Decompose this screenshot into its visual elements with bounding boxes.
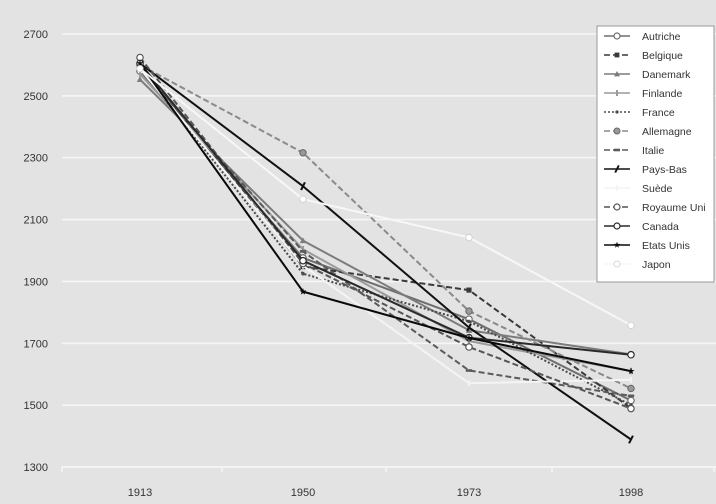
series-line [139,62,632,373]
legend-marker [613,260,621,268]
y-tick-label: 1700 [24,338,48,350]
y-tick-label: 2100 [24,215,48,227]
series-japon [136,65,635,329]
legend-marker [616,90,618,96]
legend-marker [614,71,620,77]
series-marker [301,271,305,276]
legend-label: Suède [642,183,673,195]
series-marker [465,343,473,351]
series-marker [299,288,307,295]
y-axis-ticks: 1300 1500 1700 1900 2100 2300 2500 2700 [24,29,48,474]
legend-item-royaume-uni: Royaume Uni [604,202,706,214]
series-marker [136,65,144,73]
series-marker [465,369,473,372]
series-marker [627,396,635,405]
series-marker [465,307,473,315]
series-marker [300,182,306,191]
series-marker [299,256,307,265]
legend-marker [616,185,618,191]
series-marker [299,237,307,244]
series-marker [465,334,473,341]
legend-label: France [642,107,675,119]
series-marker [302,246,304,253]
series-marker [467,319,471,324]
legend-label: Autriche [642,31,681,43]
series-marker [627,394,635,398]
legend-item-japon: Japon [604,259,671,271]
legend-label: Danemark [642,69,691,81]
series-marker [466,287,472,293]
legend-item-italie: Italie [604,145,664,157]
series-marker [466,323,472,332]
series-line [139,67,632,385]
series-marker [627,367,635,375]
y-tick-label: 1900 [24,276,48,288]
y-tick-label: 1300 [24,462,48,474]
legend-item-etats-unis: Etats Unis [604,240,690,252]
legend-label: Canada [642,221,679,233]
legend-label: Pays-Bas [642,164,687,176]
legend-item-belgique: Belgique [604,50,683,62]
legend-marker [613,222,621,230]
series-marker [630,376,632,383]
legend-box [596,25,715,283]
legend-label: Etats Unis [642,240,690,252]
legend-item-danemark: Danemark [604,69,691,81]
y-tick-label: 1500 [24,400,48,412]
series-marker [299,149,307,157]
x-tick-label: 1950 [291,487,315,499]
legend-marker [613,32,621,40]
legend-marker [613,127,621,135]
series-marker [136,59,144,67]
legend-item-france: France [604,107,675,119]
legend-marker [614,52,620,58]
series-line [139,64,632,390]
x-tick-label: 1998 [619,487,643,499]
legend-marker [614,148,620,152]
series-marker [627,321,635,329]
series-marker [627,384,635,393]
series-line [139,62,632,356]
legend-label: Belgique [642,50,683,62]
series-marker [628,435,634,444]
legend-marker [614,165,620,173]
legend-marker [613,203,621,211]
series-line [139,67,632,327]
series-marker [465,233,473,242]
x-tick-label: 1973 [457,487,481,499]
series-etats-unis [136,59,635,375]
series-marker [299,250,307,253]
series-marker [299,195,307,203]
legend: Autriche Belgique Danemark Finlande France Al… [596,25,715,283]
y-tick-label: 2700 [24,29,48,41]
legend-item-suede: Suède [604,183,673,195]
legend-marker [613,241,621,248]
series-lines [136,53,635,444]
legend-item-autriche: Autriche [604,31,681,43]
legend-item-finlande: Finlande [604,88,682,100]
series-line [139,67,632,406]
legend-marker [615,110,619,114]
legend-label: Royaume Uni [642,202,706,214]
legend-item-pays-bas: Pays-Bas [604,164,687,176]
y-tick-label: 2300 [24,153,48,165]
series-marker [627,350,635,359]
legend-item-allemagne: Allemagne [604,126,692,138]
y-tick-label: 2500 [24,91,48,103]
legend-label: Japon [642,259,671,271]
legend-item-canada: Canada [604,221,679,233]
series-marker [468,380,470,387]
legend-label: Italie [642,145,664,157]
legend-label: Finlande [642,88,682,100]
series-marker [627,404,635,413]
legend-label: Allemagne [642,126,692,138]
x-axis: 1913 1950 1973 1998 [61,466,716,499]
series-line [139,62,632,410]
series-marker [136,76,144,83]
x-tick-label: 1913 [128,487,152,499]
series-line [139,62,632,441]
series-marker [139,71,141,78]
